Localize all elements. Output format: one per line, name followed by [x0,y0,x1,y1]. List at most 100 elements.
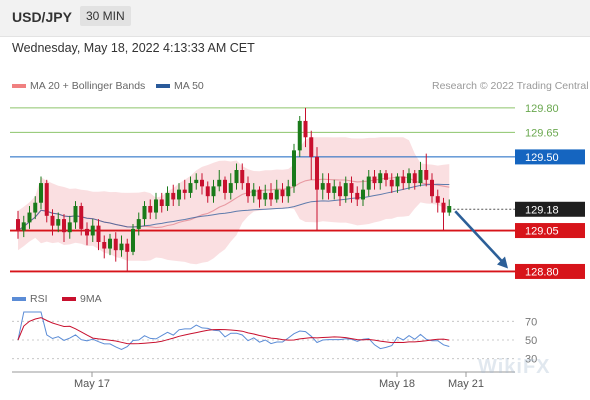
timeframe-button[interactable]: 30 MIN [80,6,131,26]
candle-body [326,183,331,193]
candle-body [228,183,233,193]
candle-body [21,222,26,231]
candle-body [108,238,112,249]
candle-body [90,225,95,236]
candle-body [257,189,262,200]
candle-body [102,242,107,249]
candle-body [332,186,337,193]
rsi-line [17,311,450,351]
candle-body [246,183,250,197]
candle-body [355,192,360,200]
candle-body [234,170,239,184]
legend-9ma: 9MA [62,293,102,305]
candle-body [297,120,302,151]
candle-body [16,219,20,231]
level-labels-layer: 129.80 129.65 129.50 129.18 129.05 128.80 [515,103,585,279]
candle-body [136,219,141,229]
candle-body [407,173,411,184]
candle-body [424,170,429,180]
legend-rsi-label: RSI [30,293,48,305]
candle-body [418,170,423,184]
candle-body [338,186,342,197]
candle-body [154,199,158,213]
level-label-129.65: 129.65 [525,127,559,139]
candle-body [286,186,291,197]
rsi-tick-label: 30 [525,354,537,366]
candle-body [349,183,354,193]
candle-body [194,179,199,184]
candle-body [85,228,89,236]
candle-body [389,179,394,187]
candle-body [372,176,377,184]
bollinger-band-layer [18,137,450,265]
candle-body [113,238,118,251]
copyright-text: Research © 2022 Trading Central [432,80,589,92]
candle-body [274,189,279,200]
legend-ma20: MA 20 + Bollinger Bands [12,80,145,92]
candle-body [366,176,371,190]
candle-body [412,173,417,184]
forecast-arrow-head [497,256,508,269]
candle-body [361,189,365,200]
forecast-arrow-layer [454,210,508,269]
time-tick-label: May 21 [448,378,484,390]
symbol-title: USD/JPY [12,9,72,25]
candle-body [280,189,285,197]
candle-body [309,137,314,157]
candle-body [384,173,388,180]
candle-body [119,243,124,251]
candle-body [182,189,187,193]
level-tag-129.05 [515,223,585,239]
candle-body [142,206,147,220]
legend-ma50: MA 50 [156,80,204,92]
candle-body [441,202,446,213]
candle-body [401,176,406,184]
ma9-swatch [62,297,76,302]
candle-body [27,212,32,223]
level-label-129.50: 129.50 [525,152,559,164]
candle-body [205,186,210,197]
rsi-tick-label: 50 [525,335,537,347]
candle-body [211,186,216,197]
candle-body [131,228,135,252]
bollinger-band [18,137,450,265]
ma50-line [17,183,450,231]
legend-9ma-label: 9MA [80,293,102,305]
candle-body [188,183,193,193]
candle-body [56,219,61,226]
time-axis: May 17 May 18 May 21 [12,371,515,390]
level-tag-129.50 [515,149,585,165]
ma20-swatch [12,84,26,89]
candle-body [217,179,222,187]
candle-body [50,215,55,226]
moving-average-layer [17,176,450,231]
level-label-129.05: 129.05 [525,226,559,238]
candle-body [343,183,348,197]
candle-body [240,170,245,184]
candle-body [39,183,43,203]
candle-body [269,192,273,200]
level-label-129.18: 129.18 [525,204,559,216]
watermark-logo: WikiFX [478,356,551,378]
candle-body [44,183,49,216]
candle-body [292,150,296,187]
candle-body [125,243,130,252]
legend-ma50-label: MA 50 [174,80,204,92]
candle-body [303,120,308,138]
datetime-label: Wednesday, May 18, 2022 4:13:33 AM CET [12,41,255,55]
candle-body [200,179,204,187]
candle-body [251,189,256,197]
candle-body [33,202,38,213]
legend-rsi: RSI [12,293,48,305]
candle-body [315,156,319,190]
candle-body [263,192,268,200]
candle-body [435,196,440,203]
candle-body [171,192,176,200]
ma50-swatch [156,84,170,89]
chart-header: USD/JPY 30 MIN [0,0,590,37]
rsi-swatch [12,297,26,302]
candle-body [165,192,170,206]
level-label-128.80: 128.80 [525,266,559,278]
forecast-arrow-line [454,210,505,265]
